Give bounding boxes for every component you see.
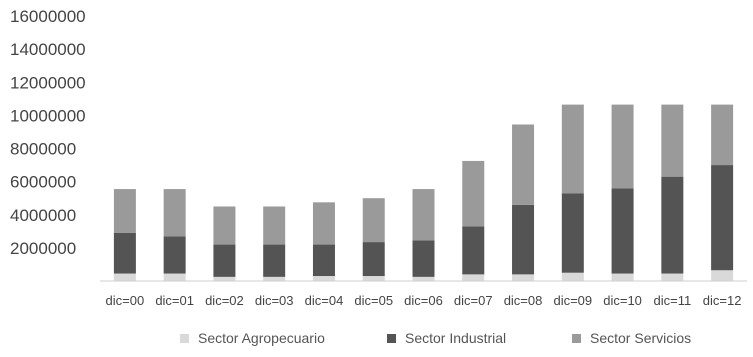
x-tick-label: dic=10 [603,293,642,308]
x-tick-label: dic=08 [504,293,543,308]
bar-segment-industrial [312,244,335,277]
bar-segment-agropecuario [163,273,186,281]
bar-segment-servicios [312,202,335,245]
bar-segment-agropecuario [711,270,734,281]
x-tick-label: dic=09 [553,293,592,308]
bar-segment-industrial [711,165,734,271]
bar-segment-servicios [512,124,535,205]
bar-segment-industrial [611,188,634,274]
bar-segment-industrial [113,232,136,274]
x-tick-label: dic=00 [106,293,145,308]
bar-segment-industrial [561,193,584,273]
x-tick-label: dic=06 [404,293,443,308]
bar-segment-agropecuario [412,276,435,281]
bar-segment-servicios [611,104,634,189]
x-tick-label: dic=05 [354,293,393,308]
legend-label: Sector Industrial [405,330,507,346]
bar-segment-industrial [163,236,186,274]
bar-segment-agropecuario [312,276,335,281]
bar-segment-industrial [263,244,286,277]
legend: Sector Agropecuario Sector Industrial Sect… [0,328,753,350]
y-axis-ticks: 16000000 14000000 12000000 10000000 8000000 6… [10,7,86,258]
y-tick-label: 16000000 [10,7,86,26]
bar-segment-agropecuario [213,276,236,281]
x-tick-label: dic=04 [305,293,344,308]
bar-segment-agropecuario [362,276,385,281]
bar-segment-servicios [711,104,734,166]
bar-segment-servicios [113,189,136,233]
legend-swatch [572,333,581,343]
bar-segment-agropecuario [661,273,684,281]
bar-segment-agropecuario [263,276,286,281]
x-tick-label: dic=03 [255,293,294,308]
bar-segment-servicios [213,206,236,245]
bar-segment-servicios [362,198,385,243]
x-tick-label: dic=12 [703,293,742,308]
bar-segment-servicios [462,160,485,227]
bar-segment-agropecuario [561,272,584,281]
bar-segment-agropecuario [113,273,136,281]
x-tick-label: dic=01 [155,293,194,308]
bar-segment-servicios [263,206,286,245]
bar-segment-servicios [412,189,435,241]
x-tick-label: dic=11 [653,293,691,308]
legend-item: Sector Agropecuario [180,330,325,346]
legend-swatch [180,333,189,343]
y-tick-label: 12000000 [10,73,86,92]
bar-segment-industrial [362,242,385,277]
y-tick-label: 10000000 [10,106,86,125]
bar-segment-industrial [661,176,684,274]
bar-segment-industrial [462,226,485,275]
x-tick-label: dic=02 [205,293,244,308]
bar-segment-agropecuario [512,274,535,281]
bars [113,104,734,281]
y-tick-label: 8000000 [10,140,76,159]
bar-segment-industrial [412,240,435,277]
bar-segment-industrial [512,204,535,275]
legend-swatch [387,333,396,343]
legend-item: Sector Servicios [572,330,691,346]
x-tick-label: dic=07 [454,293,493,308]
legend-item: Sector Industrial [387,330,506,346]
bar-segment-industrial [213,244,236,277]
y-tick-label: 6000000 [10,173,76,192]
legend-label: Sector Servicios [590,330,692,346]
bar-segment-agropecuario [462,274,485,281]
bar-segment-servicios [561,104,584,194]
bar-segment-servicios [661,104,684,177]
bar-segment-servicios [163,189,186,237]
x-axis-ticks: dic=00 dic=01 dic=02 dic=03 dic=04 dic=05 dic=… [106,293,742,308]
y-tick-label: 14000000 [10,40,86,59]
y-tick-label: 4000000 [10,206,76,225]
y-tick-label: 2000000 [10,239,76,258]
legend-label: Sector Agropecuario [198,330,325,346]
bar-segment-agropecuario [611,273,634,281]
